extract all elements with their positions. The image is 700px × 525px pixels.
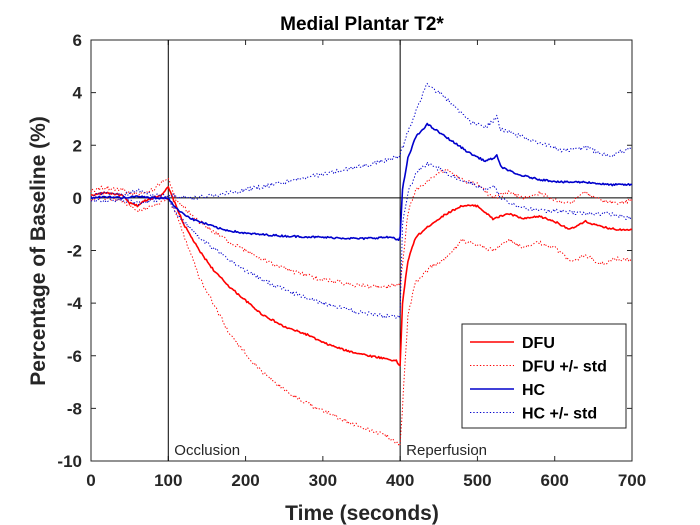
y-tick-label: -4	[67, 294, 83, 313]
y-tick-label: -2	[67, 242, 82, 261]
y-tick-label: -6	[67, 347, 82, 366]
x-tick-label: 500	[463, 471, 491, 490]
y-tick-label: 6	[73, 31, 82, 50]
annotation-reperfusion: Reperfusion	[406, 442, 487, 459]
series-group	[90, 82, 633, 447]
reference-lines	[91, 40, 632, 461]
x-tick-label: 700	[618, 471, 646, 490]
series-dfu-std-line	[90, 168, 633, 290]
x-axis-title: Time (seconds)	[285, 502, 439, 525]
y-tick-label: -8	[67, 399, 82, 418]
legend: DFU DFU +/- std HC HC +/- std	[461, 323, 627, 429]
x-tick-label: 600	[541, 471, 569, 490]
y-axis-title: Percentage of Baseline (%)	[27, 116, 50, 386]
x-tick-label: 0	[86, 471, 95, 490]
y-tick-label: 2	[73, 136, 82, 155]
x-tick-label: 400	[386, 471, 414, 490]
series-dfu-std-line	[90, 195, 633, 447]
x-tick-label: 100	[154, 471, 182, 490]
x-tick-label: 300	[309, 471, 337, 490]
axis-ticks: 0 100 200 300 400 500 600 700 -10 -8 -6 -4 -2 0 2 4 6	[57, 31, 646, 490]
series-hc-std-line	[90, 82, 633, 201]
legend-label: HC +/- std	[522, 406, 597, 423]
legend-label: DFU	[522, 335, 555, 352]
annotations: Occlusion Reperfusion	[174, 442, 487, 459]
x-tick-label: 200	[231, 471, 259, 490]
legend-label: HC	[522, 382, 546, 399]
y-tick-label: 4	[73, 84, 83, 103]
y-tick-label: 0	[73, 189, 82, 208]
series-dfu-line	[90, 186, 633, 367]
series-hc-std-line	[90, 161, 633, 319]
legend-label: DFU +/- std	[522, 359, 607, 376]
y-tick-label: -10	[57, 452, 82, 471]
series-hc-line	[90, 122, 633, 241]
chart-title: Medial Plantar T2*	[280, 14, 444, 35]
annotation-occlusion: Occlusion	[174, 442, 240, 459]
